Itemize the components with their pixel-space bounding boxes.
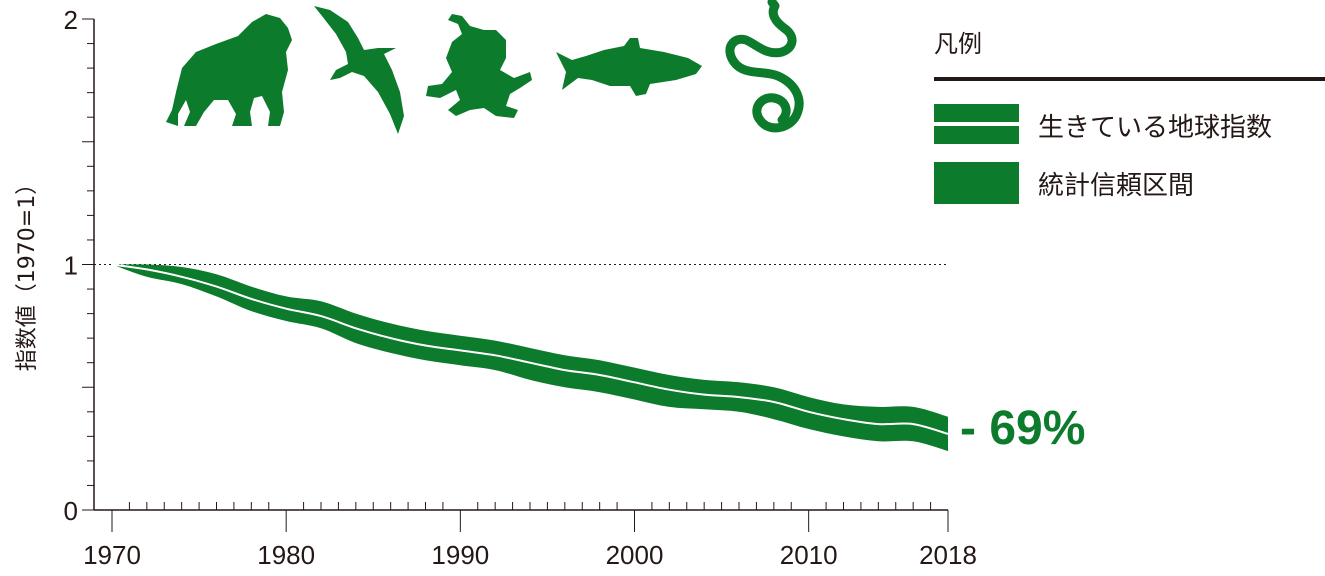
- y-minor-ticks: [82, 18, 94, 511]
- snake-icon: [725, 0, 804, 133]
- x-tick-label: 2000: [606, 540, 664, 570]
- y-tick-labels: 0 1 2: [64, 5, 78, 526]
- y-tick-label: 0: [64, 496, 78, 526]
- x-tick-label: 2018: [919, 540, 977, 570]
- change-annotation: - 69%: [960, 402, 1085, 455]
- index-line: [111, 263, 949, 435]
- legend-label-ci: 統計信頼区間: [1038, 171, 1194, 201]
- legend-item-ci: 統計信頼区間: [934, 162, 1194, 204]
- x-tick-label: 1970: [83, 540, 141, 570]
- legend-item-index: 生きている地球指数: [934, 104, 1272, 144]
- legend: 凡例 生きている地球指数 統計信頼区間: [934, 30, 1325, 204]
- y-tick-label: 2: [64, 5, 78, 35]
- x-minor-ticks: [111, 502, 949, 532]
- legend-label-index: 生きている地球指数: [1038, 113, 1272, 143]
- x-tick-label: 1980: [257, 540, 315, 570]
- x-tick-label: 2010: [780, 540, 838, 570]
- albatross-icon: [314, 6, 404, 134]
- y-axis-title: 指数値（1970=1）: [15, 173, 40, 371]
- gorilla-icon: [166, 14, 292, 126]
- animal-icons: [166, 0, 804, 134]
- legend-swatch-ci: [934, 162, 1019, 204]
- frog-icon: [426, 14, 532, 118]
- legend-title: 凡例: [934, 30, 982, 58]
- fish-icon: [556, 38, 702, 96]
- x-tick-labels: 1970 1980 1990 2000 2010 2018: [83, 540, 977, 570]
- y-tick-label: 1: [64, 251, 78, 281]
- legend-swatch-index-line: [934, 122, 1019, 126]
- confidence-band: [112, 264, 948, 452]
- x-tick-label: 1990: [431, 540, 489, 570]
